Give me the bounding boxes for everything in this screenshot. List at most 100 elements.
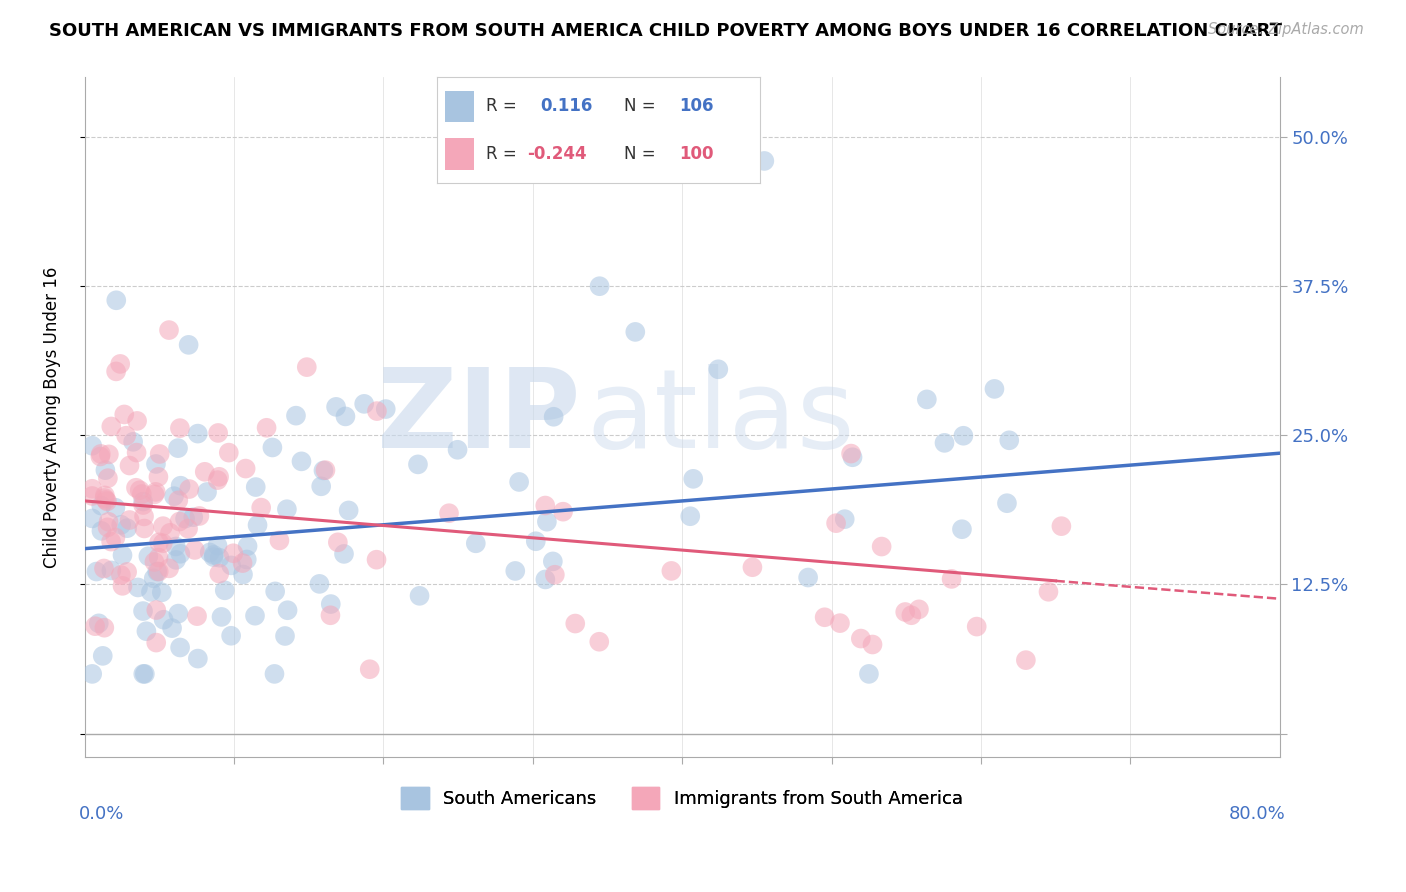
Point bbox=[534, 499, 557, 513]
Point bbox=[325, 400, 347, 414]
Point bbox=[544, 567, 567, 582]
Point bbox=[950, 522, 973, 536]
Point bbox=[142, 571, 165, 585]
Point bbox=[187, 426, 209, 441]
Point bbox=[132, 498, 155, 512]
Point bbox=[236, 552, 259, 566]
Point bbox=[150, 585, 173, 599]
Point bbox=[148, 470, 170, 484]
Point bbox=[91, 648, 114, 663]
Point bbox=[839, 446, 862, 460]
Point bbox=[181, 510, 204, 524]
Point bbox=[97, 515, 120, 529]
Point bbox=[82, 482, 104, 496]
Point bbox=[169, 515, 191, 529]
Point bbox=[534, 573, 557, 587]
Point bbox=[659, 564, 682, 578]
Point bbox=[134, 666, 156, 681]
Point bbox=[90, 447, 112, 461]
Point bbox=[160, 621, 183, 635]
Point bbox=[159, 525, 181, 540]
Point bbox=[169, 421, 191, 435]
Point bbox=[682, 472, 704, 486]
Point bbox=[100, 534, 122, 549]
Point bbox=[243, 608, 266, 623]
Point bbox=[503, 564, 526, 578]
Point bbox=[319, 597, 342, 611]
Point bbox=[93, 621, 115, 635]
Point bbox=[295, 360, 318, 375]
Point bbox=[90, 524, 112, 538]
Point bbox=[406, 458, 429, 472]
Point bbox=[115, 565, 138, 579]
Point bbox=[308, 577, 330, 591]
Point bbox=[941, 572, 963, 586]
Point bbox=[135, 624, 157, 639]
Point bbox=[177, 338, 200, 352]
Point bbox=[96, 494, 118, 508]
Point bbox=[202, 550, 225, 565]
Point bbox=[446, 442, 468, 457]
Point bbox=[262, 441, 284, 455]
Point bbox=[128, 483, 150, 498]
Point bbox=[174, 511, 197, 525]
Text: Source: ZipAtlas.com: Source: ZipAtlas.com bbox=[1208, 22, 1364, 37]
Point bbox=[157, 561, 180, 575]
Point bbox=[995, 496, 1018, 510]
Point bbox=[207, 425, 229, 440]
Point bbox=[900, 608, 922, 623]
Point bbox=[312, 463, 335, 477]
Point bbox=[111, 548, 134, 562]
Point bbox=[464, 536, 486, 550]
Text: ZIP: ZIP bbox=[377, 364, 581, 471]
Point bbox=[285, 409, 308, 423]
Point bbox=[1050, 519, 1073, 533]
Point bbox=[508, 475, 530, 489]
Point bbox=[741, 560, 763, 574]
Point bbox=[208, 550, 231, 565]
Text: SOUTH AMERICAN VS IMMIGRANTS FROM SOUTH AMERICA CHILD POVERTY AMONG BOYS UNDER 1: SOUTH AMERICAN VS IMMIGRANTS FROM SOUTH … bbox=[49, 22, 1282, 40]
Text: 0.0%: 0.0% bbox=[79, 805, 124, 823]
Point bbox=[145, 484, 167, 499]
Point bbox=[125, 481, 148, 495]
Point bbox=[276, 502, 298, 516]
Point bbox=[163, 489, 186, 503]
Point bbox=[536, 515, 558, 529]
Point bbox=[966, 619, 988, 633]
Point bbox=[84, 619, 107, 633]
Point bbox=[100, 563, 122, 577]
Point bbox=[232, 567, 254, 582]
Point bbox=[177, 522, 200, 536]
Point bbox=[132, 666, 155, 681]
Point bbox=[834, 512, 856, 526]
Point bbox=[624, 325, 647, 339]
Point bbox=[588, 279, 610, 293]
Point bbox=[934, 435, 956, 450]
Point bbox=[983, 382, 1005, 396]
Point bbox=[366, 404, 388, 418]
Point bbox=[333, 547, 356, 561]
Point bbox=[104, 500, 127, 515]
Point bbox=[208, 470, 231, 484]
Point bbox=[588, 634, 610, 648]
Point bbox=[87, 616, 110, 631]
Point bbox=[167, 441, 190, 455]
Point bbox=[359, 662, 381, 676]
Point bbox=[202, 548, 225, 562]
Point bbox=[115, 521, 138, 535]
Point bbox=[93, 561, 115, 575]
Point bbox=[335, 409, 357, 424]
Point bbox=[115, 428, 138, 442]
Point bbox=[165, 540, 187, 554]
Point bbox=[319, 608, 342, 623]
Point bbox=[214, 583, 236, 598]
Point bbox=[264, 584, 287, 599]
Point bbox=[543, 409, 565, 424]
Point bbox=[998, 434, 1021, 448]
Point bbox=[118, 458, 141, 473]
Point bbox=[408, 589, 430, 603]
Point bbox=[908, 602, 931, 616]
Y-axis label: Child Poverty Among Boys Under 16: Child Poverty Among Boys Under 16 bbox=[44, 267, 60, 568]
Point bbox=[1038, 584, 1060, 599]
Point bbox=[263, 666, 285, 681]
